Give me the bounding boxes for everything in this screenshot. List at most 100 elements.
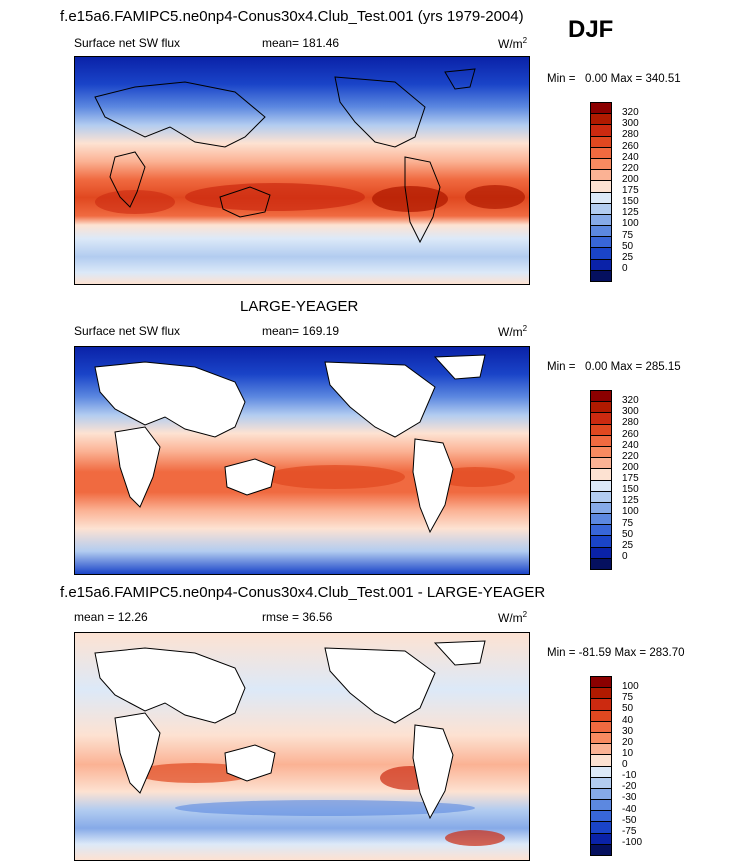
colorbar-box xyxy=(591,513,611,525)
colorbar-box xyxy=(591,720,611,732)
colorbar-tick-label: 320 xyxy=(622,107,639,119)
colorbar-box xyxy=(591,247,611,259)
colorbar-box xyxy=(591,236,611,248)
colorbar-box xyxy=(591,832,611,844)
colorbar-box xyxy=(591,213,611,226)
panel-3-rmse-label: rmse = 36.56 xyxy=(262,610,333,624)
colorbar-box xyxy=(591,843,611,855)
colorbar-tick-label: 175 xyxy=(622,185,639,196)
panel-1-colorbar xyxy=(590,102,612,282)
colorbar-box xyxy=(591,546,611,558)
colorbar-box xyxy=(591,821,611,833)
colorbar-tick-label: 280 xyxy=(622,129,639,141)
panel-1-mean-label: mean= 181.46 xyxy=(262,36,340,50)
colorbar-tick-label: 30 xyxy=(622,725,634,737)
colorbar-box xyxy=(591,787,611,800)
colorbar-box xyxy=(591,401,611,413)
colorbar-box xyxy=(591,202,611,214)
colorbar-tick-label: 75 xyxy=(622,229,634,241)
colorbar-box xyxy=(591,269,611,281)
colorbar-tick-label: 200 xyxy=(622,461,639,473)
panel-1-map xyxy=(74,56,530,285)
colorbar-tick-label: 280 xyxy=(622,417,639,429)
colorbar-box xyxy=(591,180,611,192)
panel-2-colorbar xyxy=(590,390,612,570)
colorbar-tick-label: -50 xyxy=(622,814,637,826)
colorbar-box xyxy=(591,146,611,158)
colorbar-tick-label: 25 xyxy=(622,251,634,263)
colorbar-tick-label: 240 xyxy=(622,439,639,451)
colorbar-box xyxy=(591,677,611,688)
colorbar-box xyxy=(591,124,611,136)
colorbar-box xyxy=(591,524,611,536)
colorbar-box xyxy=(591,157,611,170)
colorbar-tick-label: 0 xyxy=(622,759,628,770)
colorbar-tick-label: 25 xyxy=(622,539,634,551)
colorbar-box xyxy=(591,468,611,480)
colorbar-tick-label: 100 xyxy=(622,506,639,518)
panel-2-map xyxy=(74,346,530,575)
colorbar-box xyxy=(591,191,611,203)
panel-2-units: W/m2 xyxy=(498,324,528,339)
colorbar-box xyxy=(591,557,611,569)
colorbar-box xyxy=(591,490,611,502)
colorbar-tick-label: 260 xyxy=(622,428,639,440)
colorbar-tick-label: -20 xyxy=(622,781,637,793)
colorbar-box xyxy=(591,709,611,721)
panel-3-min-max: Min = -81.59 Max = 283.70 xyxy=(547,647,685,659)
colorbar-tick-label: 150 xyxy=(622,484,639,496)
colorbar-tick-label: 125 xyxy=(622,207,639,219)
panel-3-units: W/m2 xyxy=(498,610,528,625)
colorbar-box xyxy=(591,412,611,424)
colorbar-tick-label: 50 xyxy=(622,703,634,715)
colorbar-box xyxy=(591,103,611,114)
colorbar-tick-label: -75 xyxy=(622,825,637,837)
colorbar-tick-label: 200 xyxy=(622,173,639,185)
colorbar-tick-label: 50 xyxy=(622,528,634,540)
colorbar-tick-label: -10 xyxy=(622,770,637,782)
panel-2-mean-label: mean= 169.19 xyxy=(262,324,340,338)
colorbar-box xyxy=(591,434,611,446)
colorbar-tick-label: 50 xyxy=(622,240,634,252)
panel-3-mean-label: mean = 12.26 xyxy=(74,610,148,624)
colorbar-tick-label: 125 xyxy=(622,495,639,507)
panel-2-map-svg xyxy=(75,347,529,574)
colorbar-box xyxy=(591,731,611,744)
colorbar-tick-label: 10 xyxy=(622,747,634,759)
panel-3-title: f.e15a6.FAMIPC5.ne0np4-Conus30x4.Club_Te… xyxy=(60,584,546,601)
colorbar-tick-label: 175 xyxy=(622,473,639,484)
panel-1-title: f.e15a6.FAMIPC5.ne0np4-Conus30x4.Club_Te… xyxy=(60,8,524,25)
colorbar-tick-label: 40 xyxy=(622,714,634,726)
colorbar-box xyxy=(591,479,611,491)
colorbar-tick-label: 320 xyxy=(622,395,639,407)
colorbar-tick-label: 75 xyxy=(622,692,634,704)
colorbar-box xyxy=(591,799,611,811)
panel-3-map xyxy=(74,632,530,861)
colorbar-box xyxy=(591,501,611,514)
panel-1-map-svg xyxy=(75,57,529,284)
colorbar-box xyxy=(591,258,611,270)
colorbar-tick-label: -100 xyxy=(622,836,643,848)
colorbar-box xyxy=(591,698,611,710)
colorbar-box xyxy=(591,743,611,755)
colorbar-tick-label: 150 xyxy=(622,196,639,208)
colorbar-tick-label: 75 xyxy=(622,517,634,529)
colorbar-tick-label: 300 xyxy=(622,118,639,130)
colorbar-tick-label: 0 xyxy=(622,262,628,274)
panel-2-variable-label: Surface net SW flux xyxy=(74,324,181,338)
colorbar-box xyxy=(591,391,611,402)
colorbar-box xyxy=(591,423,611,435)
colorbar-box xyxy=(591,445,611,458)
colorbar-box xyxy=(591,225,611,237)
colorbar-tick-label: 240 xyxy=(622,151,639,163)
colorbar-tick-label: -30 xyxy=(622,792,637,804)
panel-2-title: LARGE-YEAGER xyxy=(240,298,359,315)
colorbar-tick-label: 20 xyxy=(622,736,634,748)
panel-1-units: W/m2 xyxy=(498,36,528,51)
panel-3-colorbar xyxy=(590,676,612,856)
colorbar-box xyxy=(591,810,611,822)
colorbar-tick-label: 100 xyxy=(622,681,639,693)
colorbar-box xyxy=(591,535,611,547)
colorbar-tick-label: 100 xyxy=(622,218,639,230)
panel-2-min-max: Min = 0.00 Max = 285.15 xyxy=(547,361,681,373)
